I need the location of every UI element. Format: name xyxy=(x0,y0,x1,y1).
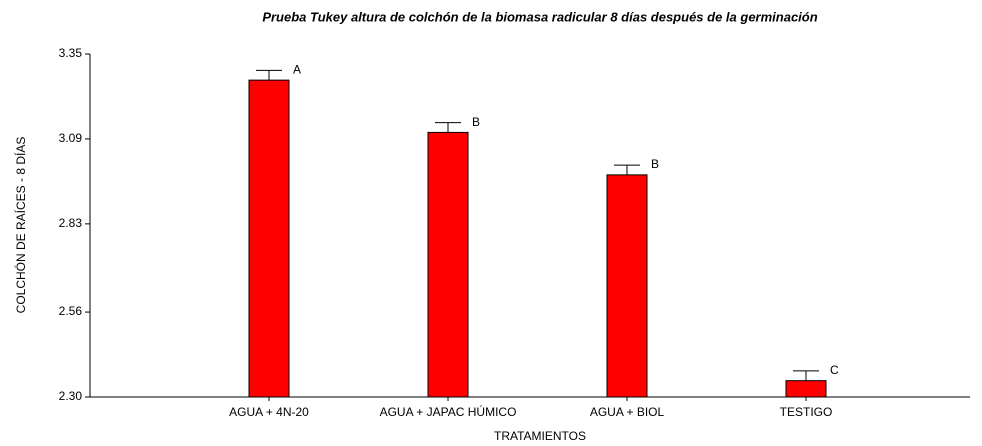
bar xyxy=(427,131,469,398)
bar xyxy=(248,79,290,398)
significance-letter: B xyxy=(472,115,480,129)
y-tick-label: 2.56 xyxy=(59,304,83,318)
x-axis-label: TRATAMIENTOS xyxy=(494,429,586,443)
bar xyxy=(606,174,648,398)
y-tick-label: 3.09 xyxy=(59,131,83,145)
y-tick-label: 3.35 xyxy=(59,46,83,60)
chart-title: Prueba Tukey altura de colchón de la bio… xyxy=(262,9,817,24)
x-tick-label: TESTIGO xyxy=(780,405,833,419)
significance-letter: B xyxy=(651,157,659,171)
x-tick-label: AGUA + BIOL xyxy=(590,405,665,419)
y-tick-label: 2.30 xyxy=(59,389,83,403)
y-tick-label: 2.83 xyxy=(59,216,83,230)
significance-letter: A xyxy=(293,63,301,77)
x-tick-label: AGUA + 4N-20 xyxy=(229,405,309,419)
x-tick-label: AGUA + JAPAC HÚMICO xyxy=(380,404,517,419)
significance-letter: C xyxy=(830,363,839,377)
y-axis-label: COLCHÓN DE RAÍCES - 8 DÍAS xyxy=(13,137,28,314)
bar xyxy=(785,380,827,398)
